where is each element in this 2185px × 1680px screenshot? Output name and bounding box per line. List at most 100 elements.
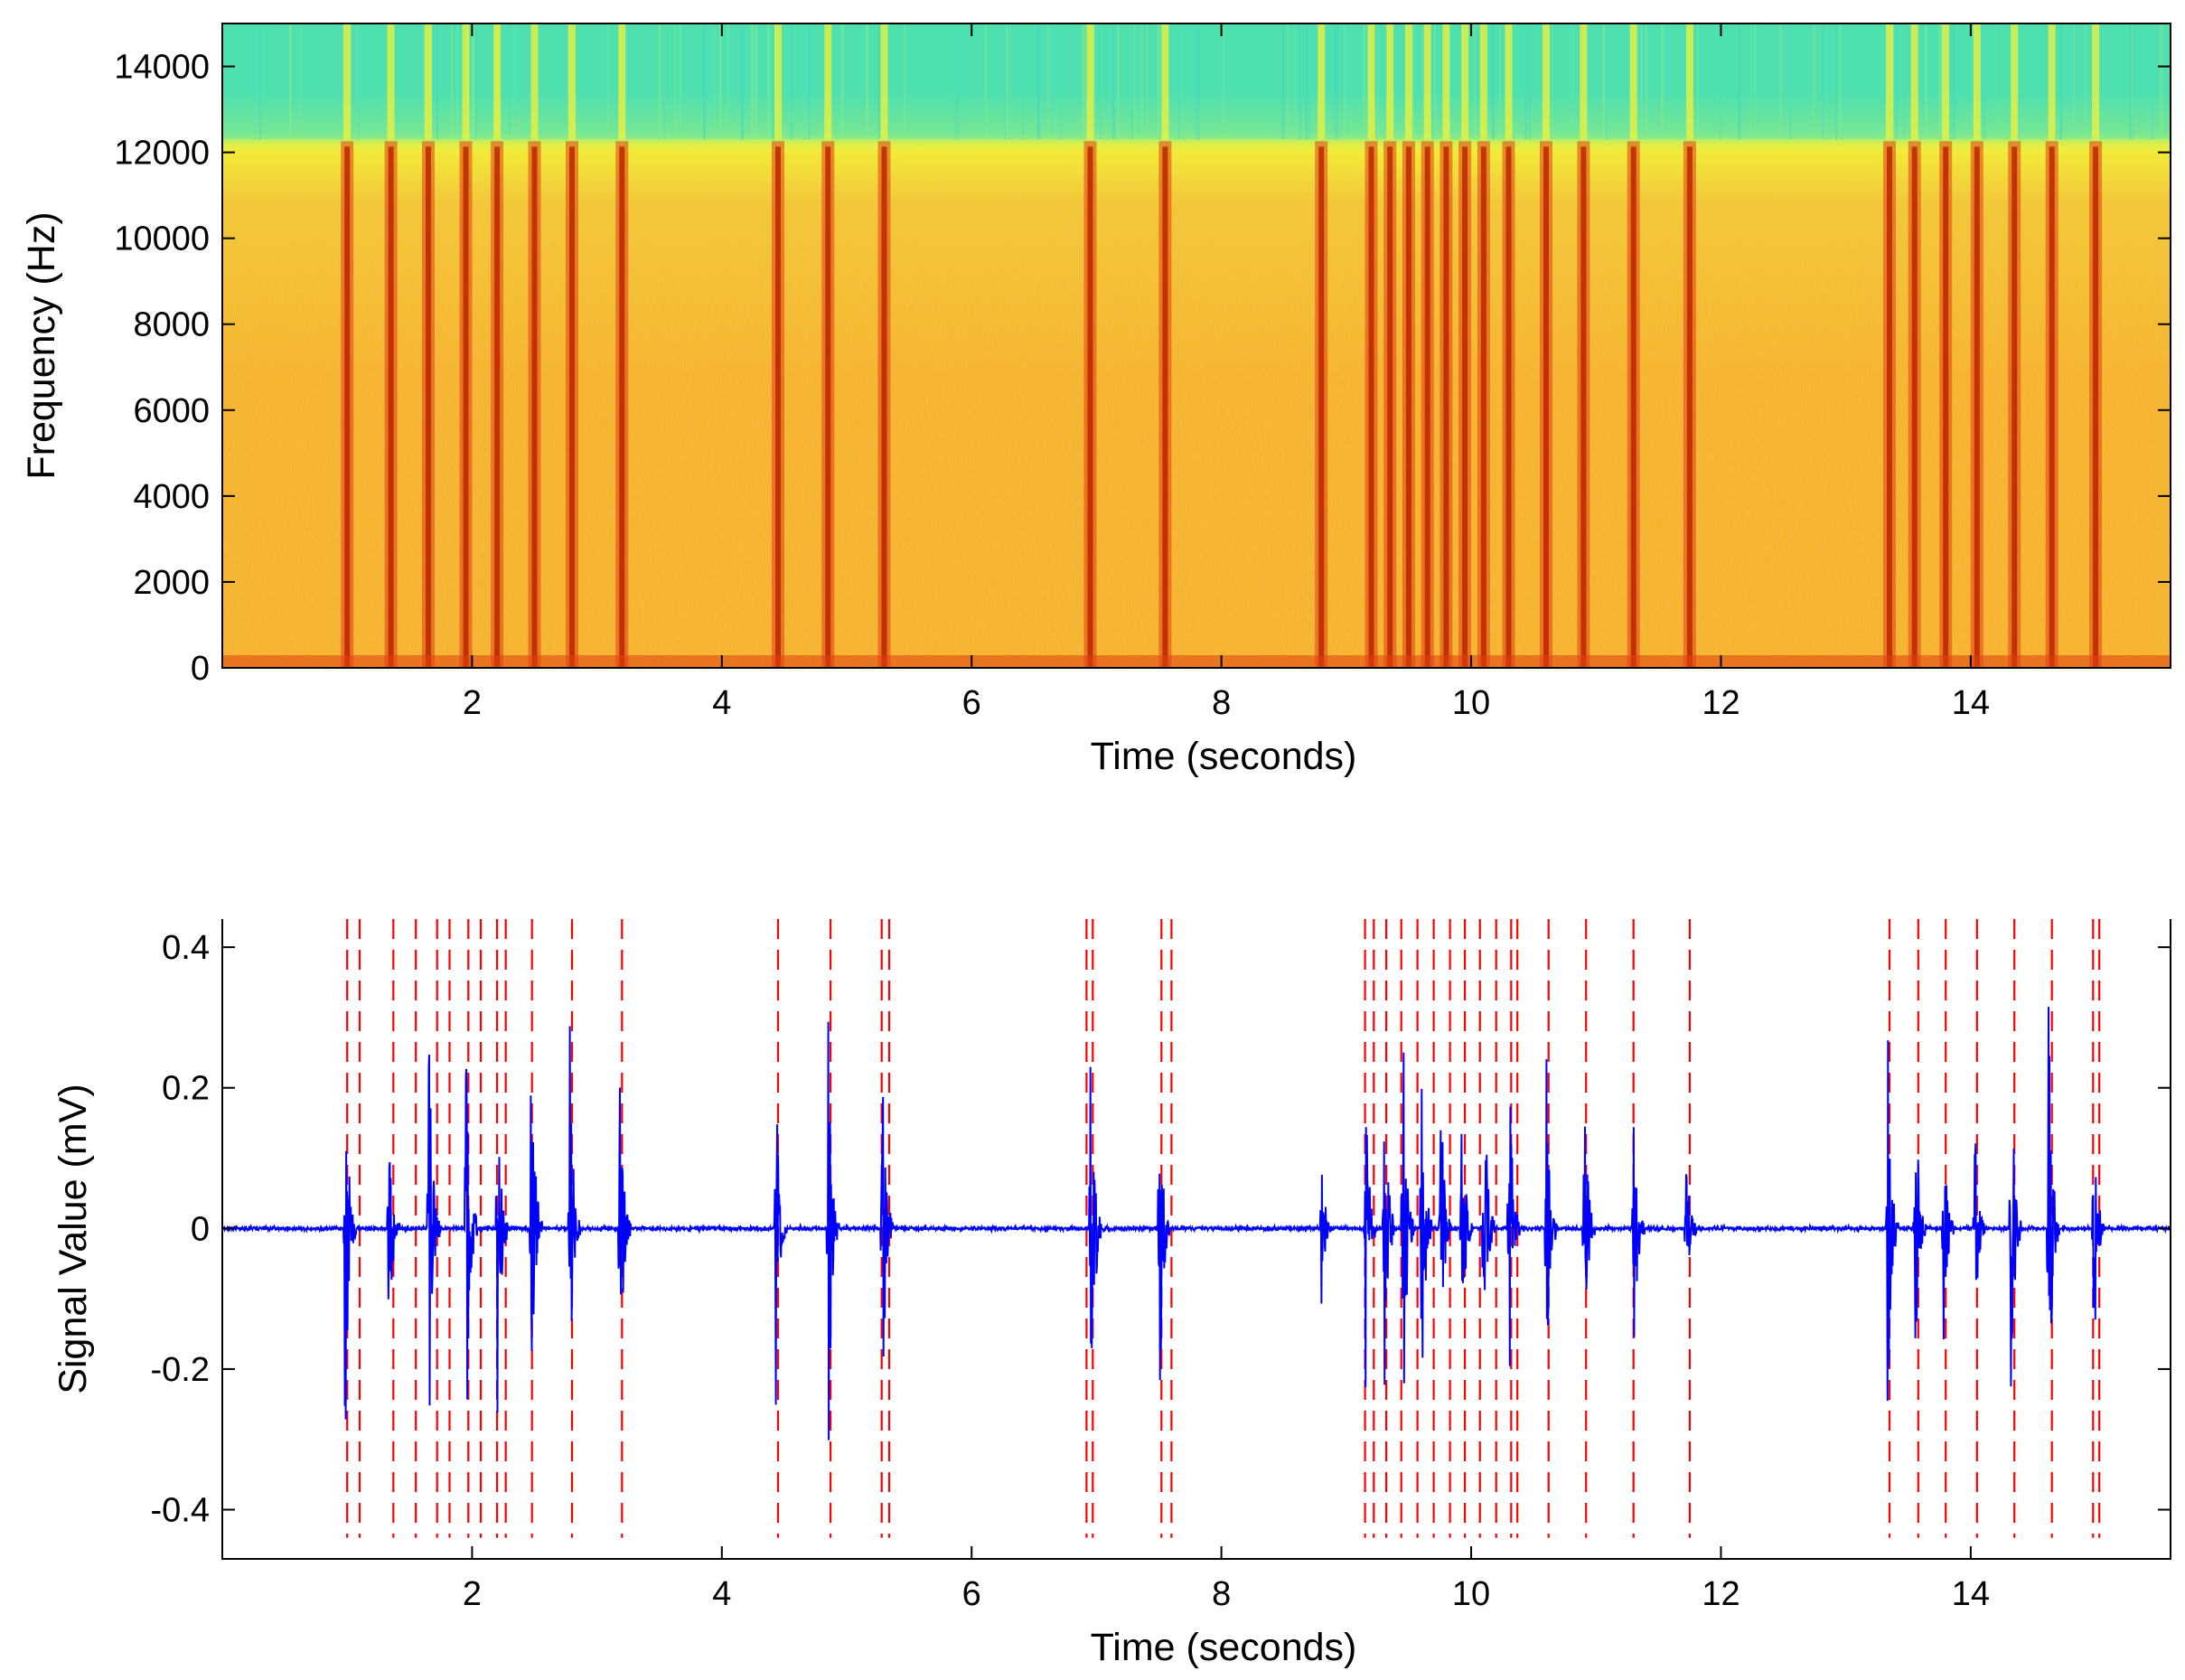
spectrogram-events (341, 23, 2103, 668)
signal-y-tick-label: 0.2 (162, 1070, 210, 1108)
spectrogram-noise-texture (222, 175, 2171, 668)
spectrogram-event (1083, 23, 1097, 668)
spectrogram-event (772, 23, 784, 668)
spectrogram-upper-stripe (1117, 23, 1121, 140)
spectrogram-event (341, 23, 354, 668)
spectrogram-upper-stripe (767, 23, 770, 140)
spectrogram-upper-stripe (2084, 23, 2087, 140)
spectrogram-axes-frame (221, 23, 2171, 669)
spectrogram-upper-stripe (1952, 23, 1955, 140)
spectrogram-event (384, 23, 398, 668)
spectrogram-x-tick-label: 8 (1212, 684, 1231, 722)
spectrogram-y-tick-label: 14000 (114, 49, 210, 87)
spectrogram-upper-stripe (1101, 23, 1102, 140)
spectrogram-upper-stripe (1696, 23, 1699, 140)
spectrogram-x-axis-label: Time (seconds) (1091, 735, 1357, 778)
spectrogram-upper-stripe (1720, 23, 1722, 140)
spectrogram-upper-stripe (1111, 23, 1115, 140)
spectrogram-upper-stripe (1006, 23, 1008, 140)
spectrogram-upper-stripe (1008, 23, 1010, 140)
spectrogram-upper-stripe (1047, 23, 1049, 140)
spectrogram-upper-stripe (1983, 23, 1986, 140)
spectrogram-upper-stripe (1498, 23, 1502, 140)
spectrogram-upper-stripe (840, 23, 844, 140)
signal-y-tick-label: -0.2 (151, 1351, 210, 1389)
signal-x-tick-label: 6 (962, 1575, 981, 1613)
spectrogram-upper-stripe (451, 23, 453, 140)
spectrogram-upper-stripe (2059, 23, 2062, 140)
spectrogram-event (1683, 23, 1696, 668)
spectrogram-upper-stripe (727, 23, 729, 140)
spectrogram-upper-stripe (1141, 23, 1143, 140)
spectrogram-upper-stripe (2001, 23, 2002, 140)
spectrogram-upper-stripe (1334, 23, 1336, 140)
spectrogram-upper-stripe (1661, 23, 1664, 140)
spectrogram-upper-stripe (357, 23, 359, 140)
spectrogram-y-tick-label: 2000 (133, 564, 210, 602)
spectrogram-upper-stripe (1839, 23, 1843, 140)
spectrogram-upper-stripe (1133, 23, 1135, 140)
spectrogram-upper-stripe (755, 23, 757, 140)
spectrogram-upper-stripe (1376, 23, 1379, 140)
spectrogram-event (1364, 23, 1378, 668)
spectrogram-x-tick-label: 2 (463, 684, 482, 722)
spectrogram-upper-stripe (1938, 23, 1940, 140)
spectrogram-upper-stripe (956, 23, 959, 140)
spectrogram-upper-stripe (1084, 23, 1087, 140)
spectrogram-plot-area (222, 23, 2171, 668)
spectrogram-y-tick-label: 8000 (133, 306, 210, 344)
spectrogram-upper-stripe (1524, 23, 1527, 140)
signal-x-tick-label: 10 (1452, 1575, 1490, 1613)
spectrogram-upper-stripe (2131, 23, 2134, 140)
spectrogram-upper-stripe (1779, 23, 1782, 140)
spectrogram-upper-stripe (474, 23, 477, 140)
spectrogram-event (2045, 23, 2058, 668)
spectrogram-upper-stripe (471, 23, 474, 140)
spectrogram-event (2089, 23, 2103, 668)
spectrogram-upper-stripe (509, 23, 511, 140)
spectrogram-upper-stripe (1022, 23, 1024, 140)
spectrogram-upper-stripe (1750, 23, 1752, 140)
spectrogram-event (459, 23, 473, 668)
spectrogram-upper-stripe (1146, 23, 1149, 140)
spectrogram-upper-stripe (423, 23, 426, 140)
spectrogram-upper-stripe (1602, 23, 1606, 140)
spectrogram-event (1577, 23, 1590, 668)
spectrogram-event (1383, 23, 1397, 668)
spectrogram-event (1439, 23, 1453, 668)
signal-plot-area (222, 919, 2171, 1538)
spectrogram-upper-stripe (1754, 23, 1757, 140)
spectrogram-upper-stripe (866, 23, 868, 140)
spectrogram-x-tick-label: 10 (1452, 684, 1490, 722)
spectrogram-upper-stripe (1060, 23, 1062, 140)
spectrogram-event (1477, 23, 1490, 668)
spectrogram-upper-stripe (358, 23, 360, 140)
spectrogram-upper-stripe (1835, 23, 1837, 140)
spectrogram-upper-stripe (1822, 23, 1824, 140)
spectrogram-upper-stripe (714, 23, 716, 140)
signal-y-tick-label: 0 (191, 1210, 210, 1248)
spectrogram-event (1315, 23, 1328, 668)
spectrogram-upper-stripe (1552, 23, 1553, 140)
spectrogram-upper-stripe (903, 23, 905, 140)
spectrogram-upper-stripe (1892, 23, 1894, 140)
spectrogram-event (566, 23, 578, 668)
spectrogram-upper-stripe (472, 23, 475, 140)
spectrogram-upper-stripe (2160, 23, 2162, 140)
spectrogram-y-tick-label: 6000 (133, 392, 210, 430)
spectrogram-upper-stripe (1082, 23, 1085, 140)
spectrogram-event (528, 23, 541, 668)
spectrogram-upper-stripe (1117, 23, 1119, 140)
spectrogram-upper-stripe (2073, 23, 2076, 140)
spectrogram-upper-stripe (607, 23, 609, 140)
signal-y-tick-label: -0.4 (151, 1492, 210, 1530)
spectrogram-upper-stripe (2152, 23, 2153, 140)
spectrogram-upper-stripe (1344, 23, 1346, 140)
spectrogram-upper-stripe (741, 23, 745, 140)
spectrogram-event (1502, 23, 1515, 668)
spectrogram-upper-stripe (457, 23, 459, 140)
spectrogram-upper-stripe (1421, 23, 1424, 140)
spectrogram-event (1540, 23, 1552, 668)
spectrogram-event (1421, 23, 1434, 668)
spectrogram-upper-stripe (513, 23, 515, 140)
